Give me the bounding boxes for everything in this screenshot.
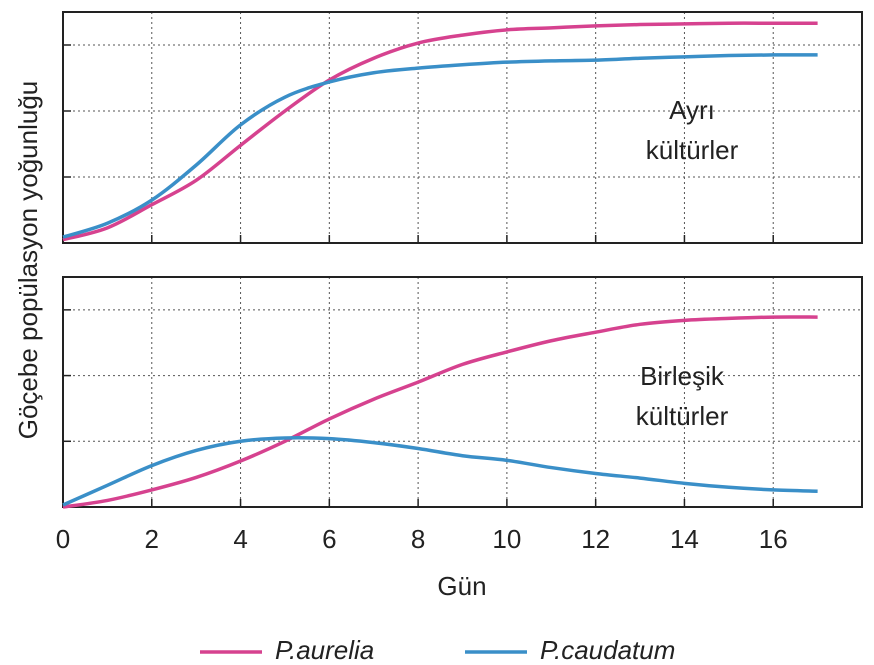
- x-tick-label: 2: [145, 524, 159, 554]
- series-line: [62, 53, 818, 239]
- x-tick-label: 8: [411, 524, 425, 554]
- x-tick-label: 12: [581, 524, 610, 554]
- x-tick-label: 14: [670, 524, 699, 554]
- annotation: Ayrı: [669, 95, 715, 125]
- series-line: [62, 21, 818, 242]
- series-line: [62, 315, 818, 509]
- legend-label: P.aurelia: [275, 635, 374, 665]
- plot-frame: [62, 276, 863, 508]
- annotation: kültürler: [636, 401, 729, 431]
- annotation: Birleşik: [640, 361, 725, 391]
- x-tick-label: 6: [322, 524, 336, 554]
- x-tick-label: 0: [56, 524, 70, 554]
- y-axis-label: Göçebe popülasyon yoğunluğu: [13, 81, 43, 440]
- legend-label: P.caudatum: [540, 635, 675, 665]
- x-tick-label: 16: [759, 524, 788, 554]
- x-axis-label: Gün: [437, 571, 486, 601]
- annotation: kültürler: [646, 135, 739, 165]
- x-tick-label: 10: [492, 524, 521, 554]
- series-line: [62, 436, 818, 507]
- x-tick-label: 4: [233, 524, 247, 554]
- plot-frame: [62, 11, 863, 244]
